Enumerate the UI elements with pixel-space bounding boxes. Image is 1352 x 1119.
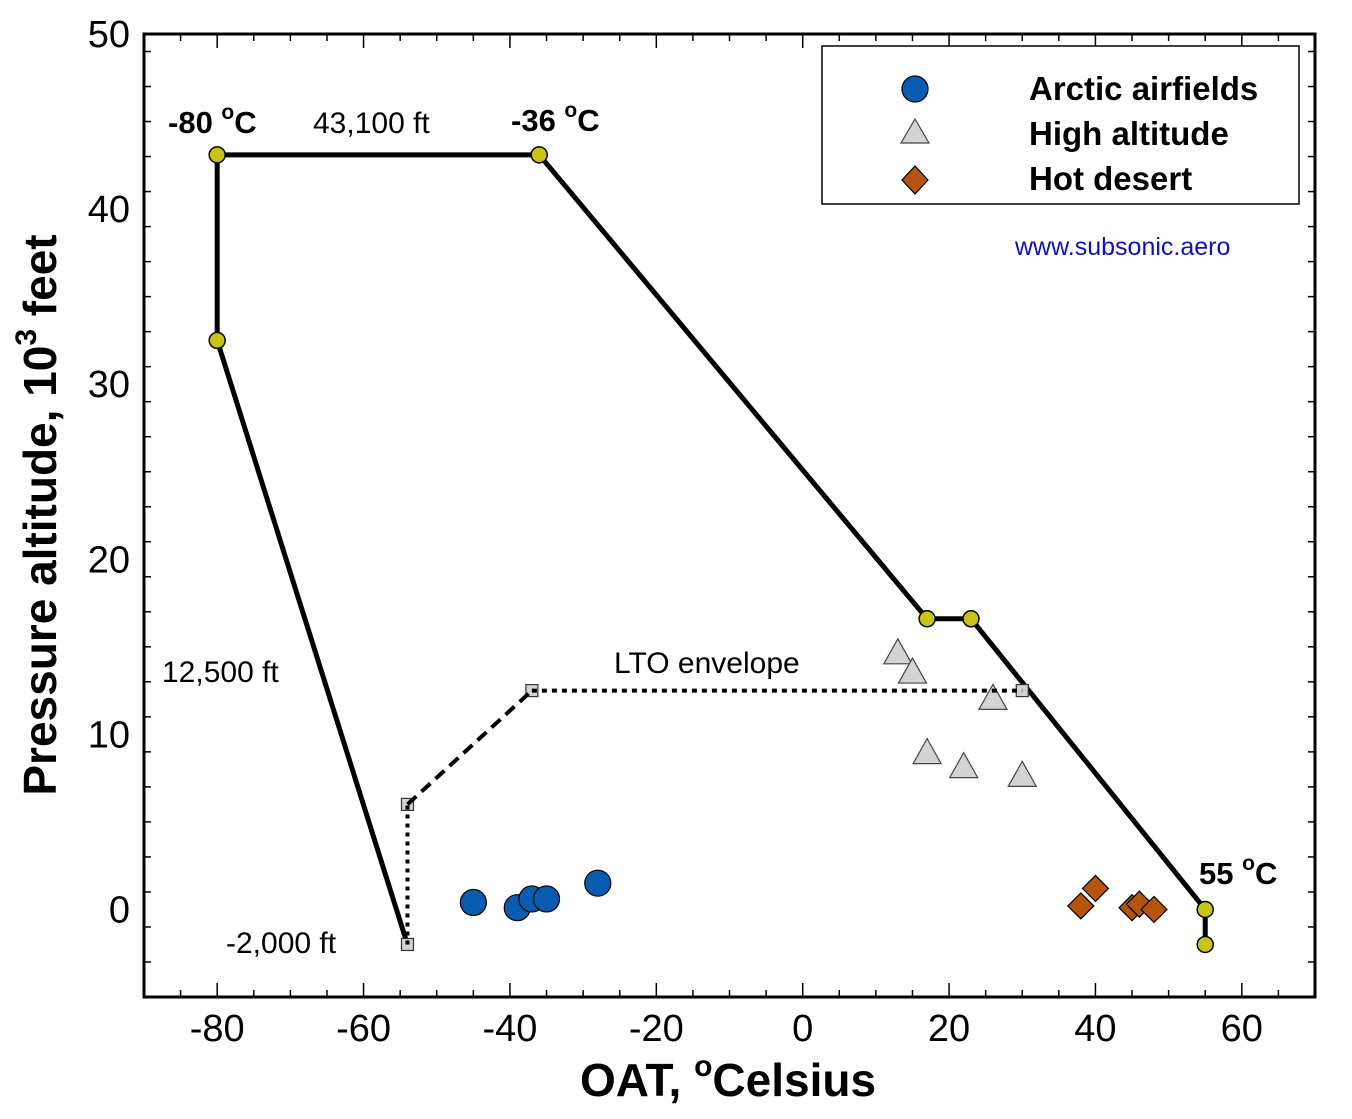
high-altitude-point (948, 751, 979, 779)
hot-desert-point (1081, 874, 1110, 903)
legend-marker-hot-desert (901, 165, 929, 195)
high-altitude-point (912, 737, 943, 765)
legend-marker-high-altitude (899, 117, 931, 144)
x-tick-label: 20 (928, 1008, 970, 1050)
high-altitude-point (1007, 760, 1038, 787)
envelope-vertex-marker (962, 610, 980, 628)
legend-label-hot-desert: Hot desert (1029, 160, 1192, 197)
legend: Arctic airfields High altitude Hot deser… (821, 45, 1300, 205)
y-tick-label: 50 (88, 14, 130, 56)
high-altitude-point (882, 637, 913, 665)
x-tick-label: -40 (482, 1008, 537, 1050)
hot-desert-point (1066, 892, 1095, 920)
envelope-vertex-marker (1196, 900, 1214, 919)
annotation-lto-envelope: LTO envelope (614, 647, 800, 680)
legend-label-high-altitude: High altitude (1029, 115, 1229, 152)
high-altitude-point (897, 656, 928, 684)
annotation-max-temp: 55 oC (1199, 852, 1277, 891)
legend-box (821, 45, 1300, 205)
x-tick-label: -80 (190, 1008, 245, 1050)
envelope-vertex-marker (208, 331, 226, 350)
x-tick-label: 0 (792, 1008, 813, 1050)
flight-envelope-markers (208, 146, 1214, 954)
y-tick-label: 40 (88, 189, 130, 231)
flight-envelope-line (214, 152, 1208, 946)
envelope-vertex-marker (208, 146, 226, 164)
data-points (459, 637, 1168, 924)
y-tick-label: 0 (109, 889, 130, 931)
arctic-airfield-point (584, 869, 612, 897)
legend-label-arctic: Arctic airfields (1029, 70, 1258, 107)
y-axis-title: Pressure altitude, 103 feet (10, 234, 66, 795)
x-tick-label: 60 (1221, 1008, 1263, 1050)
legend-marker-arctic (901, 75, 929, 103)
lto-envelope-segment (406, 689, 534, 806)
high-altitude-point (977, 683, 1008, 710)
x-tick-label: -20 (629, 1008, 684, 1050)
envelope-vertex-marker (918, 610, 936, 628)
y-tick-label: 30 (88, 364, 130, 406)
hot-desert-point (1140, 895, 1168, 924)
annotation-min-altitude: -2,000 ft (226, 927, 337, 960)
y-tick-label: 20 (88, 539, 130, 581)
axis-ticks (143, 34, 1316, 998)
watermark-url: www.subsonic.aero (1014, 233, 1230, 261)
arctic-airfield-point (532, 885, 561, 913)
x-axis-title: OAT, oCelsius (580, 1050, 876, 1106)
envelope-vertex-marker (1196, 935, 1214, 954)
annotation-ceiling: 43,100 ft (313, 107, 430, 140)
x-tick-label: 40 (1074, 1008, 1116, 1050)
annotation-ceiling-temp: -36 oC (511, 99, 600, 138)
annotation-min-temp: -80 oC (168, 101, 257, 140)
tick-labels: -80 -60 -40 -20 0 20 40 60 0 10 20 30 40 50 (88, 14, 1263, 1050)
y-tick-label: 10 (88, 714, 130, 756)
annotation-lto-altitude: 12,500 ft (162, 656, 279, 689)
envelope-vertex-marker (530, 146, 548, 164)
x-tick-label: -60 (336, 1008, 391, 1050)
arctic-airfield-point (459, 888, 487, 917)
